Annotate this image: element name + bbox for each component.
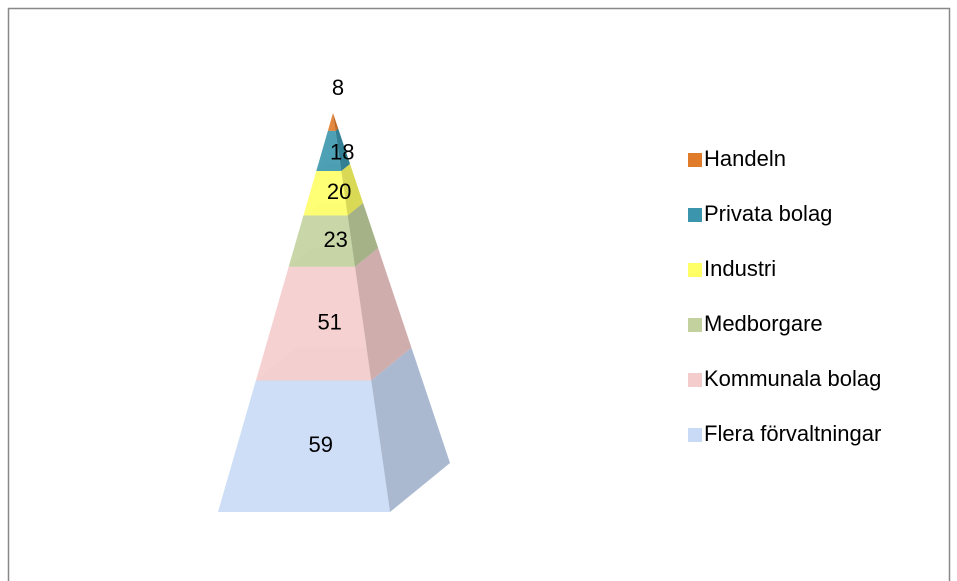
segment-side-shade (371, 347, 450, 512)
segment-side-shade (341, 163, 364, 216)
segment-front (303, 170, 348, 216)
segment-side (335, 128, 350, 171)
legend-swatch (688, 428, 702, 442)
data-label: 23 (323, 227, 347, 252)
segment-front (218, 380, 390, 512)
legend-swatch (688, 373, 702, 387)
legend-label: Kommunala bolag (704, 366, 881, 391)
legend-label: Flera förvaltningar (704, 421, 881, 446)
data-label: 18 (330, 140, 354, 165)
data-label: 51 (317, 309, 341, 334)
segment-side (354, 247, 412, 381)
legend-label: Handeln (704, 146, 786, 171)
segment-side (333, 113, 339, 131)
legend-swatch (688, 153, 702, 167)
legend-label: Privata bolag (704, 201, 832, 226)
legend-swatch (688, 208, 702, 222)
segment-side-shade (333, 113, 339, 131)
segment-side (347, 202, 379, 267)
segment-side-shade (354, 247, 412, 381)
data-label: 59 (309, 432, 333, 457)
segment-side (371, 347, 450, 512)
legend-swatch (688, 318, 702, 332)
data-label: 20 (327, 179, 351, 204)
segment-front (316, 130, 342, 171)
legend-label: Industri (704, 256, 776, 281)
chart-border (7, 7, 951, 581)
segment-front (327, 113, 336, 131)
data-label: 8 (332, 75, 344, 100)
segment-side-shade (335, 128, 350, 171)
segment-front (288, 215, 355, 267)
legend-swatch (688, 263, 702, 277)
segment-side (341, 163, 364, 216)
legend-label: Medborgare (704, 311, 823, 336)
segment-side-shade (347, 202, 379, 267)
segment-front (255, 266, 372, 381)
